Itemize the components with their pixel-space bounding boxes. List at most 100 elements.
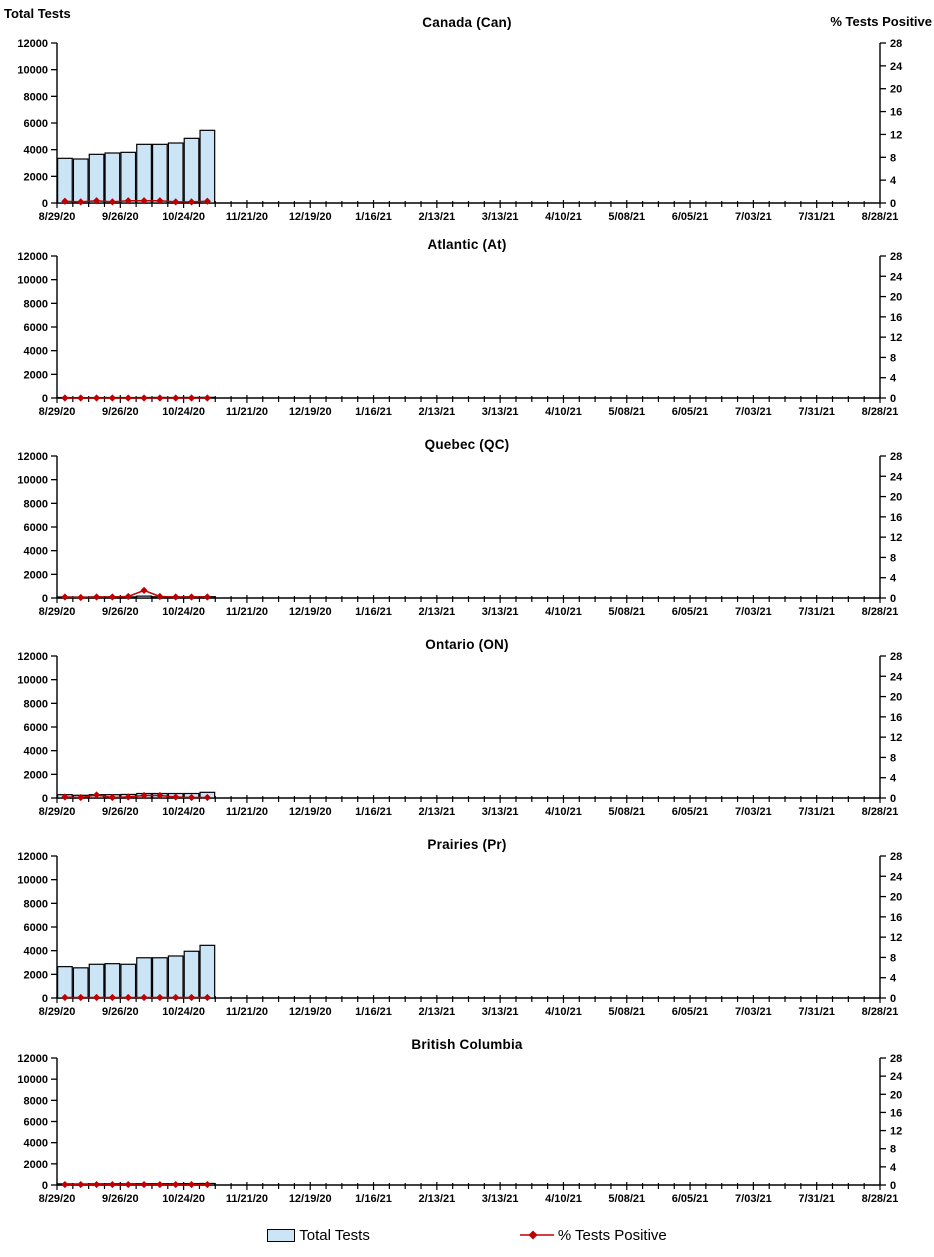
- svg-text:12: 12: [890, 129, 902, 141]
- panel-atlantic: Atlantic (At) 0 2000 4000 6000 8000 10000 1200…: [0, 230, 934, 430]
- svg-text:1/16/21: 1/16/21: [355, 406, 392, 418]
- svg-text:7/03/21: 7/03/21: [735, 1006, 772, 1018]
- svg-text:24: 24: [890, 61, 903, 73]
- svg-text:4: 4: [890, 1162, 897, 1174]
- svg-text:20: 20: [890, 84, 902, 96]
- svg-text:11/21/20: 11/21/20: [226, 1193, 268, 1205]
- svg-text:4/10/21: 4/10/21: [545, 606, 582, 618]
- svg-text:11/21/20: 11/21/20: [226, 1006, 268, 1018]
- svg-text:2000: 2000: [24, 171, 48, 183]
- svg-text:8/28/21: 8/28/21: [862, 1006, 899, 1018]
- svg-text:16: 16: [890, 512, 902, 524]
- svg-text:12/19/20: 12/19/20: [289, 1006, 332, 1018]
- panel-title-prairies: Prairies (Pr): [427, 837, 507, 852]
- quebec-chart: 0 2000 4000 6000 8000 10000 12000 0 4 8 12 16 20 24 28…: [17, 451, 903, 618]
- svg-text:12/19/20: 12/19/20: [289, 806, 332, 818]
- svg-text:6000: 6000: [24, 1117, 48, 1129]
- svg-text:8/28/21: 8/28/21: [862, 806, 899, 818]
- svg-text:0: 0: [42, 1180, 48, 1192]
- svg-text:7/31/21: 7/31/21: [798, 1193, 835, 1205]
- svg-text:2/13/21: 2/13/21: [418, 211, 455, 223]
- svg-text:2000: 2000: [24, 569, 48, 581]
- svg-text:20: 20: [890, 692, 902, 704]
- svg-text:2000: 2000: [24, 769, 48, 781]
- svg-text:9/26/20: 9/26/20: [102, 211, 139, 223]
- svg-text:12000: 12000: [17, 651, 48, 663]
- svg-text:8/28/21: 8/28/21: [862, 211, 899, 223]
- svg-text:10/24/20: 10/24/20: [162, 406, 205, 418]
- svg-text:9/26/20: 9/26/20: [102, 806, 139, 818]
- british-columbia-chart: 0 2000 4000 6000 8000 10000 12000 0 4 8 12 16 20 24 28…: [17, 1053, 903, 1205]
- svg-text:28: 28: [890, 251, 902, 263]
- svg-text:12: 12: [890, 332, 902, 344]
- svg-text:5/08/21: 5/08/21: [608, 806, 645, 818]
- svg-text:7/31/21: 7/31/21: [798, 806, 835, 818]
- ontario-chart: 0 2000 4000 6000 8000 10000 12000 0 4 8 12 16 20 24 28…: [17, 651, 903, 818]
- svg-text:6/05/21: 6/05/21: [672, 211, 709, 223]
- svg-text:8/29/20: 8/29/20: [39, 406, 76, 418]
- svg-text:7/31/21: 7/31/21: [798, 606, 835, 618]
- svg-text:4: 4: [890, 973, 897, 985]
- svg-text:24: 24: [890, 671, 903, 683]
- svg-text:2000: 2000: [24, 969, 48, 981]
- svg-text:5/08/21: 5/08/21: [608, 406, 645, 418]
- svg-text:7/31/21: 7/31/21: [798, 406, 835, 418]
- svg-text:11/21/20: 11/21/20: [226, 806, 268, 818]
- svg-text:1/16/21: 1/16/21: [355, 1193, 392, 1205]
- svg-text:1/16/21: 1/16/21: [355, 211, 392, 223]
- svg-text:8/29/20: 8/29/20: [39, 211, 76, 223]
- svg-text:3/13/21: 3/13/21: [482, 211, 519, 223]
- svg-text:0: 0: [42, 993, 48, 1005]
- svg-text:7/31/21: 7/31/21: [798, 1006, 835, 1018]
- svg-text:1/16/21: 1/16/21: [355, 1006, 392, 1018]
- svg-text:1/16/21: 1/16/21: [355, 806, 392, 818]
- svg-text:0: 0: [890, 793, 896, 805]
- svg-text:7/31/21: 7/31/21: [798, 211, 835, 223]
- panel-canada: Total Tests % Tests Positive Canada (Can…: [0, 0, 934, 230]
- svg-text:16: 16: [890, 912, 902, 924]
- svg-text:7/03/21: 7/03/21: [735, 211, 772, 223]
- svg-text:10/24/20: 10/24/20: [162, 211, 205, 223]
- svg-text:8: 8: [890, 752, 896, 764]
- svg-text:6/05/21: 6/05/21: [672, 1193, 709, 1205]
- svg-text:8/28/21: 8/28/21: [862, 606, 899, 618]
- svg-text:8000: 8000: [24, 1095, 48, 1107]
- svg-text:10000: 10000: [17, 875, 48, 887]
- svg-text:8/29/20: 8/29/20: [39, 606, 76, 618]
- svg-text:10000: 10000: [17, 675, 48, 687]
- svg-text:20: 20: [890, 492, 902, 504]
- svg-text:20: 20: [890, 892, 902, 904]
- svg-text:12: 12: [890, 532, 902, 544]
- panel-british-columbia: British Columbia 0 2000 4000 6000 8000 10000 1…: [0, 1030, 934, 1213]
- svg-text:2/13/21: 2/13/21: [418, 1006, 455, 1018]
- svg-text:7/03/21: 7/03/21: [735, 606, 772, 618]
- svg-text:10000: 10000: [17, 1074, 48, 1086]
- svg-text:2/13/21: 2/13/21: [418, 406, 455, 418]
- svg-text:0: 0: [890, 393, 896, 405]
- svg-text:0: 0: [890, 1180, 896, 1192]
- panel-title-atlantic: Atlantic (At): [427, 237, 507, 252]
- svg-text:6000: 6000: [24, 522, 48, 534]
- svg-text:8: 8: [890, 552, 896, 564]
- svg-text:8/28/21: 8/28/21: [862, 1193, 899, 1205]
- svg-text:4000: 4000: [24, 346, 48, 358]
- svg-text:9/26/20: 9/26/20: [102, 1193, 139, 1205]
- svg-text:12000: 12000: [17, 38, 48, 50]
- svg-text:8: 8: [890, 952, 896, 964]
- svg-text:0: 0: [890, 593, 896, 605]
- svg-text:4: 4: [890, 175, 897, 187]
- svg-text:8000: 8000: [24, 91, 48, 103]
- panel-quebec: Quebec (QC) 0 2000 4000 6000 8000 10000 12000 0…: [0, 430, 934, 630]
- left-axis-title: Total Tests: [4, 6, 71, 21]
- svg-text:12: 12: [890, 1126, 902, 1138]
- svg-text:10/24/20: 10/24/20: [162, 606, 205, 618]
- svg-text:8: 8: [890, 152, 896, 164]
- svg-text:2/13/21: 2/13/21: [418, 806, 455, 818]
- svg-text:4/10/21: 4/10/21: [545, 406, 582, 418]
- svg-text:10000: 10000: [17, 275, 48, 287]
- svg-text:11/21/20: 11/21/20: [226, 606, 268, 618]
- svg-text:4/10/21: 4/10/21: [545, 806, 582, 818]
- legend-label-pct-positive: % Tests Positive: [557, 1226, 667, 1244]
- svg-text:8000: 8000: [24, 698, 48, 710]
- svg-text:8/29/20: 8/29/20: [39, 806, 76, 818]
